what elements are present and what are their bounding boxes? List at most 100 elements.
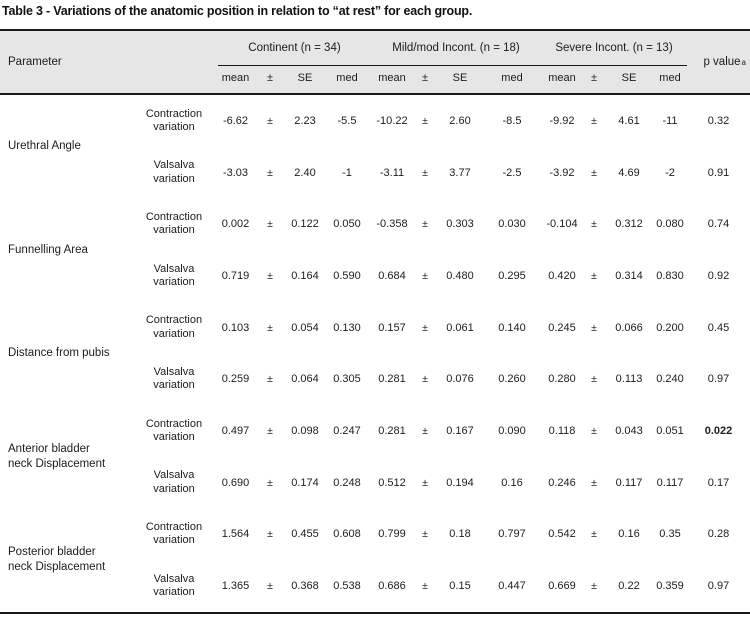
parameter-block: Urethral Angle Contraction variation -6.62… — [0, 95, 750, 198]
p-value: 0.32 — [707, 114, 730, 127]
mean-value: -6.62 — [222, 114, 249, 127]
variation-label: Contraction variation — [145, 211, 203, 237]
parameter-column-header: Parameter — [8, 56, 62, 68]
se-value: 0.113 — [615, 373, 643, 386]
p-value-footnote-marker: a — [741, 57, 746, 67]
p-value: 0.97 — [707, 580, 730, 593]
parameter-block: Posterior bladder neck Displacement Contr… — [0, 509, 750, 612]
mean-value: 0.669 — [548, 580, 576, 593]
subheader-plus-minus: ± — [590, 72, 598, 84]
mean-value: 0.420 — [548, 269, 576, 282]
parameter-name: Anterior bladder neck Displacement — [8, 442, 106, 470]
variation-label: Valsalva variation — [153, 469, 195, 495]
parameter-name: Distance from pubis — [8, 346, 110, 359]
subheader-mean: mean — [221, 72, 250, 84]
variation-label: Contraction variation — [145, 314, 203, 340]
mean-value: 0.497 — [221, 424, 250, 437]
sub-header-row: mean ± SE med mean ± SE med mean ± SE me… — [0, 64, 750, 92]
se-value: 0.174 — [291, 476, 319, 489]
se-value: 0.076 — [446, 373, 474, 386]
med-value: 0.295 — [498, 269, 526, 282]
plus-minus-sign: ± — [591, 321, 597, 334]
variation-label: Contraction variation — [145, 417, 203, 443]
se-value: 2.60 — [449, 114, 471, 127]
mean-value: 0.259 — [221, 373, 250, 386]
p-value: 0.45 — [707, 321, 730, 334]
table-body: Urethral Angle Contraction variation -6.62… — [0, 95, 750, 614]
subheader-plus-minus: ± — [421, 72, 429, 84]
mean-value: -9.92 — [549, 114, 575, 127]
plus-minus-sign: ± — [422, 166, 428, 179]
plus-minus-sign: ± — [591, 218, 597, 231]
med-value: 0.030 — [498, 218, 526, 231]
med-value: -1 — [342, 166, 352, 179]
se-value: 0.043 — [615, 424, 643, 437]
se-value: 0.480 — [446, 269, 474, 282]
med-value: 0.359 — [656, 580, 684, 593]
mean-value: 0.157 — [378, 321, 406, 334]
se-value: 4.69 — [618, 166, 640, 179]
plus-minus-sign: ± — [267, 166, 273, 179]
se-value: 0.314 — [615, 269, 643, 282]
group-header-row: Continent (n = 34) Mild/mod Incont. (n =… — [0, 33, 750, 63]
med-value: 0.590 — [333, 269, 361, 282]
p-value: 0.97 — [707, 373, 730, 386]
med-value: 0.16 — [501, 476, 523, 489]
group-header-rule — [218, 65, 687, 66]
group-header-mild-mod-incont: Mild/mod Incont. (n = 18) — [392, 42, 520, 54]
se-value: 0.368 — [291, 580, 319, 593]
p-value: 0.022 — [704, 424, 733, 437]
plus-minus-sign: ± — [591, 580, 597, 593]
mean-value: 0.281 — [378, 373, 406, 386]
se-value: 0.167 — [446, 424, 474, 437]
se-value: 0.064 — [291, 373, 319, 386]
plus-minus-sign: ± — [422, 424, 428, 437]
mean-value: 0.799 — [378, 528, 406, 541]
se-value: 0.164 — [291, 269, 319, 282]
med-value: 0.200 — [656, 321, 684, 334]
se-value: 2.23 — [294, 114, 316, 127]
plus-minus-sign: ± — [591, 424, 597, 437]
p-value-label: p value — [703, 56, 741, 68]
plus-minus-sign: ± — [422, 528, 428, 541]
p-value: 0.28 — [707, 528, 730, 541]
plus-minus-sign: ± — [591, 114, 597, 127]
variation-label: Valsalva variation — [153, 159, 195, 185]
mean-value: 0.684 — [378, 269, 406, 282]
group-header-severe-incont: Severe Incont. (n = 13) — [555, 42, 673, 54]
med-value: 0.35 — [659, 528, 681, 541]
med-value: -11 — [662, 114, 678, 127]
mean-value: 1.365 — [221, 580, 250, 593]
plus-minus-sign: ± — [267, 373, 273, 386]
mean-value: 0.002 — [221, 218, 250, 231]
parameter-block: Anterior bladder neck Displacement Contra… — [0, 405, 750, 508]
med-value: 0.248 — [333, 476, 361, 489]
p-value: 0.17 — [707, 476, 730, 489]
plus-minus-sign: ± — [267, 528, 273, 541]
plus-minus-sign: ± — [591, 476, 597, 489]
group-header-continent: Continent (n = 34) — [248, 42, 341, 54]
plus-minus-sign: ± — [267, 218, 273, 231]
mean-value: -3.03 — [222, 166, 249, 179]
p-value: 0.74 — [707, 218, 730, 231]
parameter-block: Funnelling Area Contraction variation 0.00… — [0, 198, 750, 301]
subheader-mean: mean — [548, 72, 576, 84]
med-value: -2.5 — [502, 166, 522, 179]
parameter-name: Funnelling Area — [8, 243, 88, 256]
med-value: 0.080 — [656, 218, 684, 231]
subheader-se: SE — [621, 72, 637, 84]
med-value: 0.538 — [333, 580, 361, 593]
anatomic-position-table: Parameter Continent (n = 34) Mild/mod In… — [0, 29, 750, 614]
se-value: 0.18 — [449, 528, 471, 541]
med-value: 0.447 — [498, 580, 526, 593]
table-title: Table 3 - Variations of the anatomic pos… — [2, 4, 473, 18]
med-value: 0.117 — [656, 476, 684, 489]
mean-value: 0.719 — [221, 269, 250, 282]
mean-value: 0.542 — [548, 528, 576, 541]
mean-value: 0.281 — [378, 424, 406, 437]
plus-minus-sign: ± — [267, 269, 273, 282]
plus-minus-sign: ± — [591, 269, 597, 282]
parameter-name: Urethral Angle — [8, 140, 81, 153]
se-value: 0.455 — [291, 528, 319, 541]
